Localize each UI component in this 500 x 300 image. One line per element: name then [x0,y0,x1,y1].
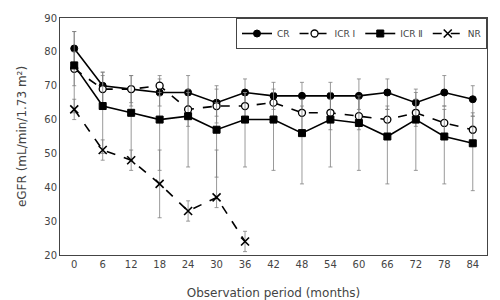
svg-text:CR: CR [277,29,290,39]
svg-text:eGFR (mL/min/1.73 m²): eGFR (mL/min/1.73 m²) [15,66,29,207]
svg-text:84: 84 [466,259,479,270]
svg-text:78: 78 [438,259,451,270]
svg-text:66: 66 [381,259,394,270]
svg-text:24: 24 [182,259,195,270]
svg-text:6: 6 [100,259,106,270]
svg-text:42: 42 [267,259,280,270]
svg-text:60: 60 [44,114,57,125]
svg-text:Observation period (months): Observation period (months) [187,286,361,300]
svg-text:48: 48 [296,259,309,270]
svg-text:54: 54 [324,259,337,270]
svg-text:18: 18 [153,259,166,270]
svg-text:30: 30 [44,216,57,227]
svg-text:40: 40 [44,182,57,193]
svg-text:70: 70 [44,80,57,91]
svg-text:12: 12 [125,259,138,270]
svg-text:72: 72 [409,259,422,270]
svg-text:90: 90 [44,13,57,24]
svg-text:0: 0 [71,259,77,270]
svg-text:NR: NR [468,29,481,39]
svg-text:50: 50 [44,148,57,159]
svg-text:20: 20 [44,250,57,261]
svg-text:ICR Ⅱ: ICR Ⅱ [400,29,422,39]
svg-text:60: 60 [353,259,366,270]
svg-text:30: 30 [210,259,223,270]
svg-text:ICR Ⅰ: ICR Ⅰ [335,29,356,39]
svg-text:36: 36 [239,259,252,270]
svg-text:80: 80 [44,46,57,57]
